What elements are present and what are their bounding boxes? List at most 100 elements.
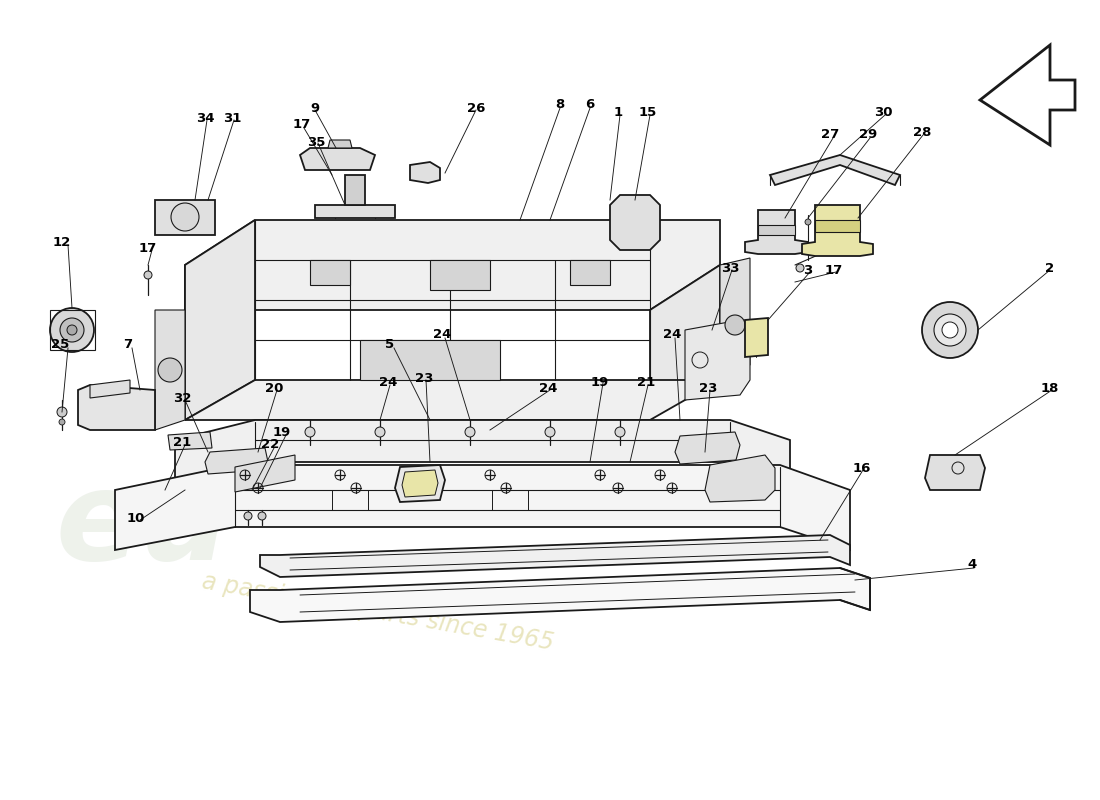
Circle shape bbox=[67, 325, 77, 335]
Polygon shape bbox=[395, 465, 446, 502]
Text: 16: 16 bbox=[852, 462, 871, 474]
Text: 15: 15 bbox=[639, 106, 657, 118]
Text: 25: 25 bbox=[51, 338, 69, 351]
Polygon shape bbox=[116, 465, 850, 550]
Text: 23: 23 bbox=[415, 371, 433, 385]
Circle shape bbox=[544, 427, 556, 437]
Polygon shape bbox=[155, 200, 214, 235]
Polygon shape bbox=[675, 432, 740, 464]
Text: 26: 26 bbox=[466, 102, 485, 114]
Text: 12: 12 bbox=[53, 235, 72, 249]
Text: 19: 19 bbox=[273, 426, 292, 438]
Text: 1: 1 bbox=[614, 106, 623, 118]
Polygon shape bbox=[250, 568, 870, 622]
Polygon shape bbox=[315, 205, 395, 218]
Text: 31: 31 bbox=[223, 111, 241, 125]
Circle shape bbox=[50, 308, 94, 352]
Polygon shape bbox=[720, 258, 750, 370]
Text: 17: 17 bbox=[139, 242, 157, 254]
Text: 22: 22 bbox=[261, 438, 279, 451]
Polygon shape bbox=[328, 140, 352, 148]
Text: 20: 20 bbox=[265, 382, 283, 394]
Text: 24: 24 bbox=[539, 382, 558, 394]
Circle shape bbox=[158, 358, 182, 382]
Text: a passion for parts since 1965: a passion for parts since 1965 bbox=[200, 570, 556, 655]
Text: 19: 19 bbox=[591, 375, 609, 389]
Text: 29: 29 bbox=[859, 129, 877, 142]
Polygon shape bbox=[78, 385, 155, 430]
Text: 32: 32 bbox=[173, 391, 191, 405]
Polygon shape bbox=[205, 448, 268, 474]
Circle shape bbox=[60, 318, 84, 342]
Polygon shape bbox=[185, 220, 720, 310]
Polygon shape bbox=[402, 470, 438, 497]
Polygon shape bbox=[705, 455, 776, 502]
Circle shape bbox=[59, 419, 65, 425]
Circle shape bbox=[934, 314, 966, 346]
Circle shape bbox=[805, 219, 811, 225]
Circle shape bbox=[170, 203, 199, 231]
Polygon shape bbox=[745, 210, 808, 254]
Polygon shape bbox=[185, 220, 255, 420]
Polygon shape bbox=[155, 310, 185, 430]
Text: 3: 3 bbox=[803, 263, 813, 277]
Circle shape bbox=[305, 427, 315, 437]
Text: 24: 24 bbox=[378, 375, 397, 389]
Text: 17: 17 bbox=[293, 118, 311, 131]
Text: 9: 9 bbox=[310, 102, 320, 114]
Text: 23: 23 bbox=[698, 382, 717, 394]
Text: 5: 5 bbox=[385, 338, 395, 351]
Polygon shape bbox=[345, 175, 365, 205]
Circle shape bbox=[375, 427, 385, 437]
Circle shape bbox=[465, 427, 475, 437]
Text: 35: 35 bbox=[307, 135, 326, 149]
Text: 10: 10 bbox=[126, 511, 145, 525]
Text: 28: 28 bbox=[913, 126, 932, 138]
Text: 18: 18 bbox=[1041, 382, 1059, 394]
Polygon shape bbox=[168, 432, 212, 450]
Polygon shape bbox=[235, 455, 295, 492]
Polygon shape bbox=[980, 45, 1075, 145]
Polygon shape bbox=[300, 148, 375, 170]
Polygon shape bbox=[570, 260, 611, 285]
Text: 17: 17 bbox=[825, 263, 843, 277]
Polygon shape bbox=[90, 380, 130, 398]
Text: 2: 2 bbox=[1045, 262, 1055, 274]
Text: 21: 21 bbox=[637, 375, 656, 389]
Circle shape bbox=[144, 271, 152, 279]
Text: 8: 8 bbox=[556, 98, 564, 111]
Text: 21: 21 bbox=[173, 435, 191, 449]
Polygon shape bbox=[175, 420, 790, 480]
Circle shape bbox=[244, 512, 252, 520]
Polygon shape bbox=[185, 380, 720, 420]
Text: 30: 30 bbox=[873, 106, 892, 118]
Circle shape bbox=[942, 322, 958, 338]
Polygon shape bbox=[260, 535, 850, 577]
Polygon shape bbox=[685, 320, 750, 400]
Text: 7: 7 bbox=[123, 338, 133, 351]
Polygon shape bbox=[758, 225, 795, 235]
Text: 6: 6 bbox=[585, 98, 595, 111]
Circle shape bbox=[922, 302, 978, 358]
Text: 24: 24 bbox=[432, 329, 451, 342]
Polygon shape bbox=[815, 220, 860, 232]
Text: 27: 27 bbox=[821, 129, 839, 142]
Circle shape bbox=[615, 427, 625, 437]
Polygon shape bbox=[430, 260, 490, 290]
Circle shape bbox=[725, 315, 745, 335]
Polygon shape bbox=[745, 318, 768, 357]
Text: 24: 24 bbox=[663, 329, 681, 342]
Circle shape bbox=[57, 407, 67, 417]
Polygon shape bbox=[410, 162, 440, 183]
Circle shape bbox=[258, 512, 266, 520]
Polygon shape bbox=[310, 260, 350, 285]
Polygon shape bbox=[802, 205, 873, 256]
Polygon shape bbox=[925, 455, 985, 490]
Text: eu: eu bbox=[55, 465, 229, 586]
Polygon shape bbox=[360, 340, 500, 380]
Polygon shape bbox=[650, 265, 721, 420]
Polygon shape bbox=[610, 195, 660, 250]
Circle shape bbox=[796, 264, 804, 272]
Text: 4: 4 bbox=[967, 558, 977, 571]
Text: 34: 34 bbox=[196, 111, 214, 125]
